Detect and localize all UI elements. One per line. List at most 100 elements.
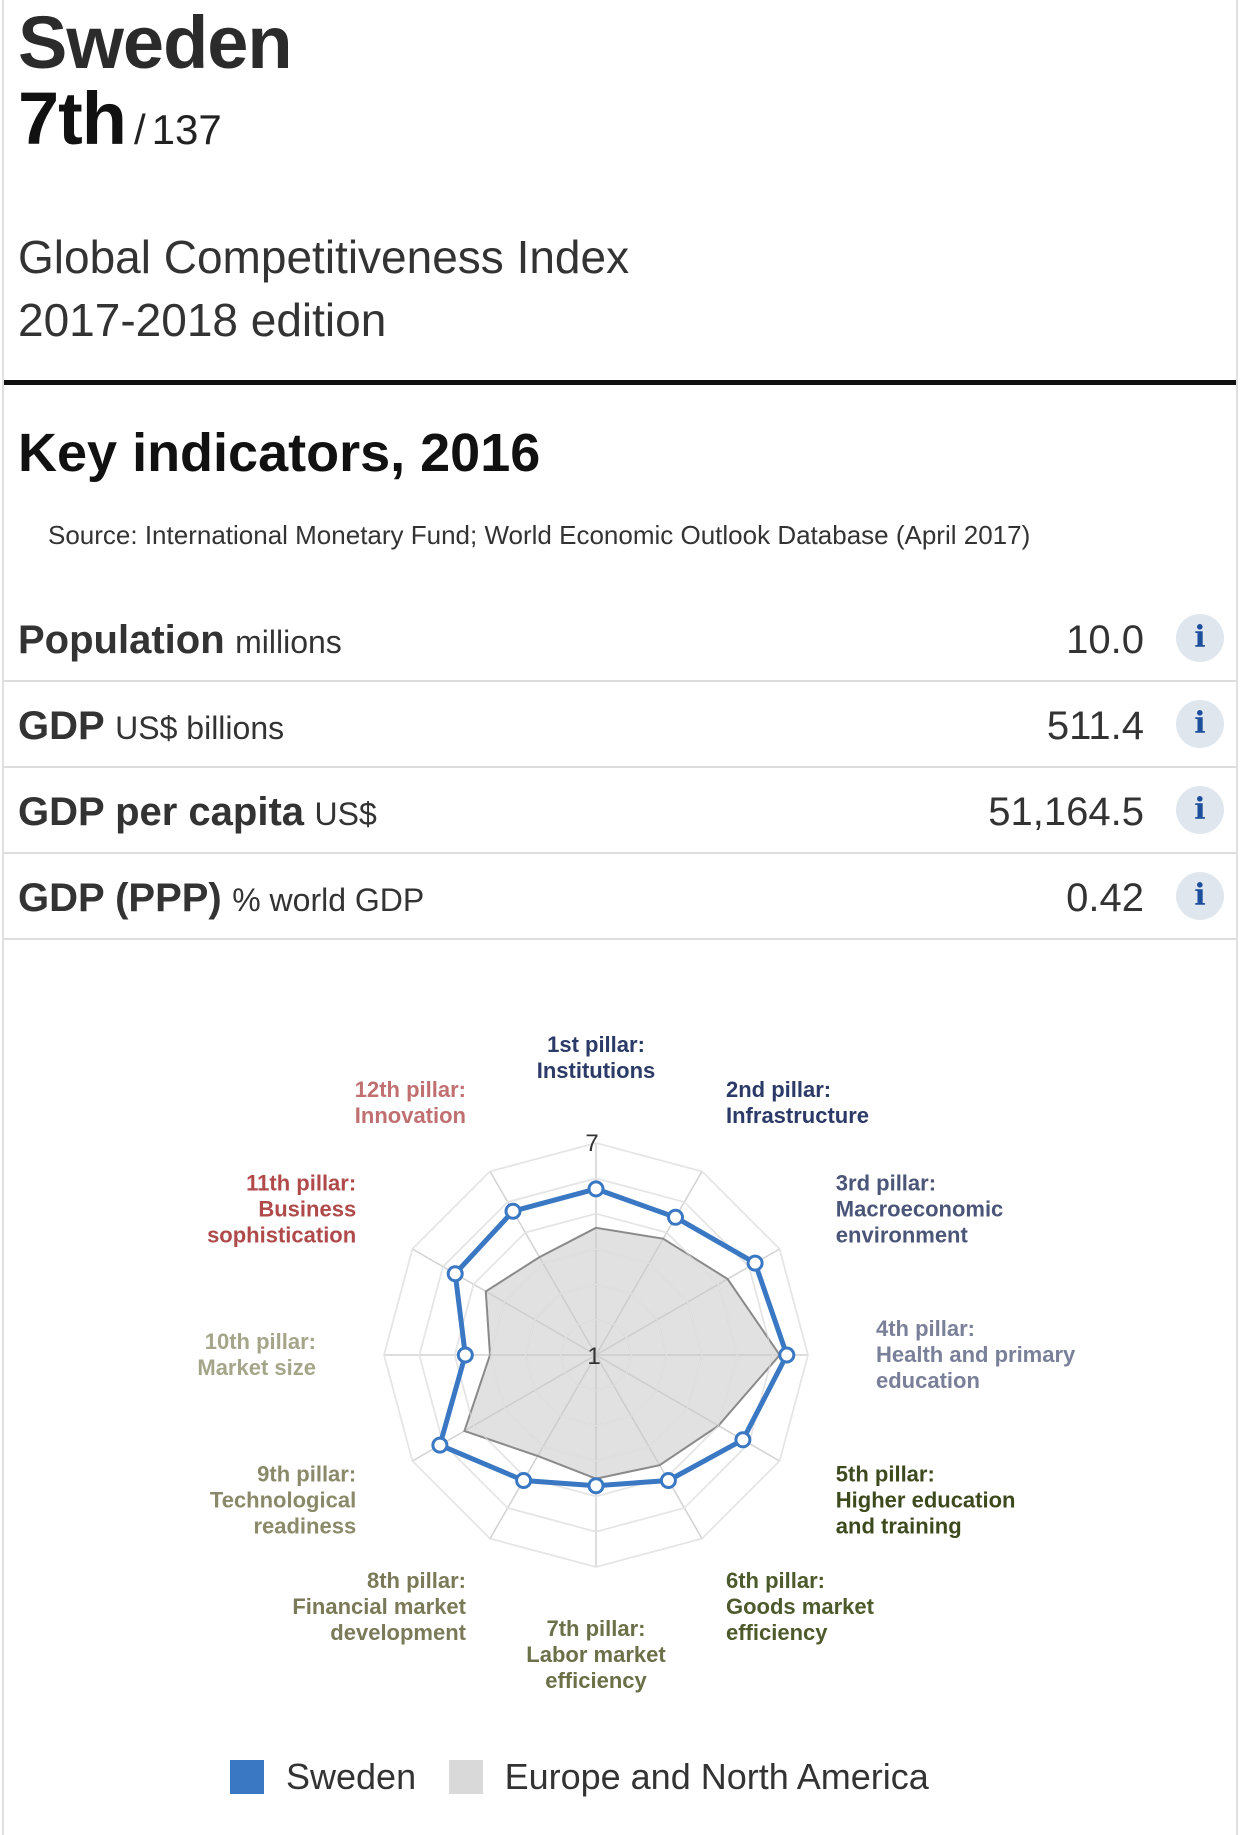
axis-label-line: 3rd pillar: bbox=[836, 1171, 936, 1196]
index-title: Global Competitiveness Index bbox=[18, 231, 630, 283]
series-sweden-point bbox=[746, 1254, 764, 1272]
edition: 2017-2018 edition bbox=[18, 294, 387, 346]
pillar-radar-chart: 7 1 1st pillar:Institutions 2nd pillar:Infr… bbox=[197, 1032, 1076, 1693]
axis-label-line: Labor market bbox=[526, 1642, 666, 1667]
radar-grid-overlay bbox=[560, 1319, 632, 1391]
scale-label-max: 7 bbox=[585, 1130, 598, 1157]
legend-label: Sweden bbox=[286, 1756, 417, 1797]
indicator-value: 0.42 bbox=[1066, 876, 1144, 920]
axis-label-line: development bbox=[330, 1620, 466, 1645]
indicator-label: GDP per capita US$ bbox=[18, 790, 377, 835]
axis-label-line: Technological bbox=[210, 1488, 356, 1513]
axis-label-line: environment bbox=[836, 1223, 969, 1248]
axis-label-line: Goods market bbox=[726, 1594, 875, 1619]
indicator-unit: US$ billions bbox=[115, 710, 285, 746]
axis-label-pillar-10: 10th pillar:Market size bbox=[197, 1329, 316, 1380]
axis-label-line: Financial market bbox=[292, 1594, 466, 1619]
radar-grid-overlay bbox=[489, 1248, 703, 1462]
axis-label-line: and training bbox=[836, 1514, 962, 1539]
axis-label-line: 5th pillar: bbox=[836, 1462, 935, 1487]
rank-row: 7th/137 bbox=[18, 82, 222, 156]
axis-label-line: 10th pillar: bbox=[205, 1329, 316, 1354]
axis-label-line: Institutions bbox=[537, 1058, 656, 1083]
radar-grid-overlay bbox=[383, 1142, 809, 1568]
axis-label-line: Higher education bbox=[836, 1488, 1016, 1513]
series-sweden-point bbox=[515, 1472, 533, 1489]
axis-label-line: 1st pillar: bbox=[547, 1032, 645, 1057]
indicator-label: GDP US$ billions bbox=[18, 704, 284, 749]
axis-label-line: 4th pillar: bbox=[876, 1316, 975, 1341]
indicator-row-gdp: GDP US$ billions 511.4 i bbox=[4, 682, 1236, 768]
axis-label-line: Infrastructure bbox=[726, 1103, 869, 1128]
indicator-unit: % world GDP bbox=[232, 882, 425, 918]
axis-label-line: 2nd pillar: bbox=[726, 1077, 831, 1102]
scale-label-min: 1 bbox=[587, 1343, 600, 1370]
legend-item-sweden: Sweden bbox=[230, 1756, 416, 1798]
axis-label-line: Market size bbox=[197, 1355, 316, 1380]
info-icon[interactable]: i bbox=[1176, 614, 1224, 662]
info-icon[interactable]: i bbox=[1176, 872, 1224, 920]
series-region-area bbox=[463, 1226, 781, 1480]
series-sweden-point bbox=[456, 1346, 474, 1364]
indicator-label: GDP (PPP) % world GDP bbox=[18, 876, 424, 921]
series-sweden-point bbox=[667, 1208, 684, 1226]
series-sweden-point bbox=[587, 1477, 605, 1495]
axis-label-pillar-2: 2nd pillar:Infrastructure bbox=[726, 1077, 869, 1128]
axis-label-line: 11th pillar: bbox=[246, 1171, 356, 1196]
country-name: Sweden bbox=[18, 1, 293, 84]
axis-label-line: Macroeconomic bbox=[836, 1197, 1004, 1222]
axis-label-line: readiness bbox=[253, 1514, 356, 1539]
indicator-value: 10.0 bbox=[1066, 618, 1144, 662]
axis-label-line: sophistication bbox=[207, 1223, 356, 1248]
indicator-name: GDP per capita bbox=[18, 790, 305, 834]
series-sweden-point bbox=[659, 1472, 677, 1489]
legend-swatch-region bbox=[448, 1760, 483, 1794]
indicator-row-population: Population millions 10.0 i bbox=[4, 596, 1236, 682]
source-note: Source: International Monetary Fund; Wor… bbox=[48, 520, 1031, 550]
rank-total: 137 bbox=[151, 106, 222, 153]
series-sweden-point bbox=[734, 1431, 752, 1449]
axis-label-line: efficiency bbox=[545, 1668, 647, 1693]
legend-label: Europe and North America bbox=[504, 1756, 929, 1797]
series-sweden-point bbox=[431, 1436, 449, 1454]
indicator-unit: millions bbox=[235, 624, 342, 660]
indicator-row-gdp-per-capita: GDP per capita US$ 51,164.5 i bbox=[4, 768, 1236, 854]
indicator-row-gdp-ppp: GDP (PPP) % world GDP 0.42 i bbox=[4, 854, 1236, 940]
series-sweden-point bbox=[504, 1202, 522, 1220]
indicator-unit: US$ bbox=[314, 796, 377, 832]
axis-label-pillar-1: 1st pillar:Institutions bbox=[537, 1032, 656, 1083]
info-icon[interactable]: i bbox=[1176, 700, 1224, 748]
indicator-name: Population bbox=[18, 618, 225, 662]
axis-label-line: Innovation bbox=[355, 1103, 466, 1128]
key-indicators-title: Key indicators, 2016 bbox=[18, 423, 541, 483]
indicator-label: Population millions bbox=[18, 618, 342, 663]
legend-swatch-sweden bbox=[230, 1760, 264, 1794]
info-icon[interactable]: i bbox=[1176, 786, 1224, 834]
axis-label-pillar-12: 12th pillar:Innovation bbox=[355, 1077, 466, 1128]
axis-label-line: Health and primary bbox=[876, 1342, 1076, 1367]
axis-label-line: education bbox=[876, 1368, 980, 1393]
axis-label-line: efficiency bbox=[726, 1620, 828, 1645]
series-sweden-point bbox=[446, 1265, 464, 1283]
indicator-value: 51,164.5 bbox=[988, 790, 1144, 834]
rank: 7th bbox=[18, 77, 127, 160]
rank-separator: / bbox=[134, 106, 146, 153]
series-sweden-point bbox=[778, 1346, 796, 1364]
axis-label-line: 6th pillar: bbox=[726, 1568, 825, 1593]
axis-label-line: Business bbox=[258, 1197, 356, 1222]
indicator-value: 511.4 bbox=[1046, 704, 1144, 748]
section-divider bbox=[4, 380, 1236, 385]
axis-label-line: 12th pillar: bbox=[355, 1077, 466, 1102]
series-sweden-point bbox=[587, 1180, 605, 1198]
chart-legend: Sweden Europe and North America bbox=[230, 1756, 957, 1798]
indicator-name: GDP bbox=[18, 704, 105, 748]
indicator-name: GDP (PPP) bbox=[18, 876, 222, 920]
